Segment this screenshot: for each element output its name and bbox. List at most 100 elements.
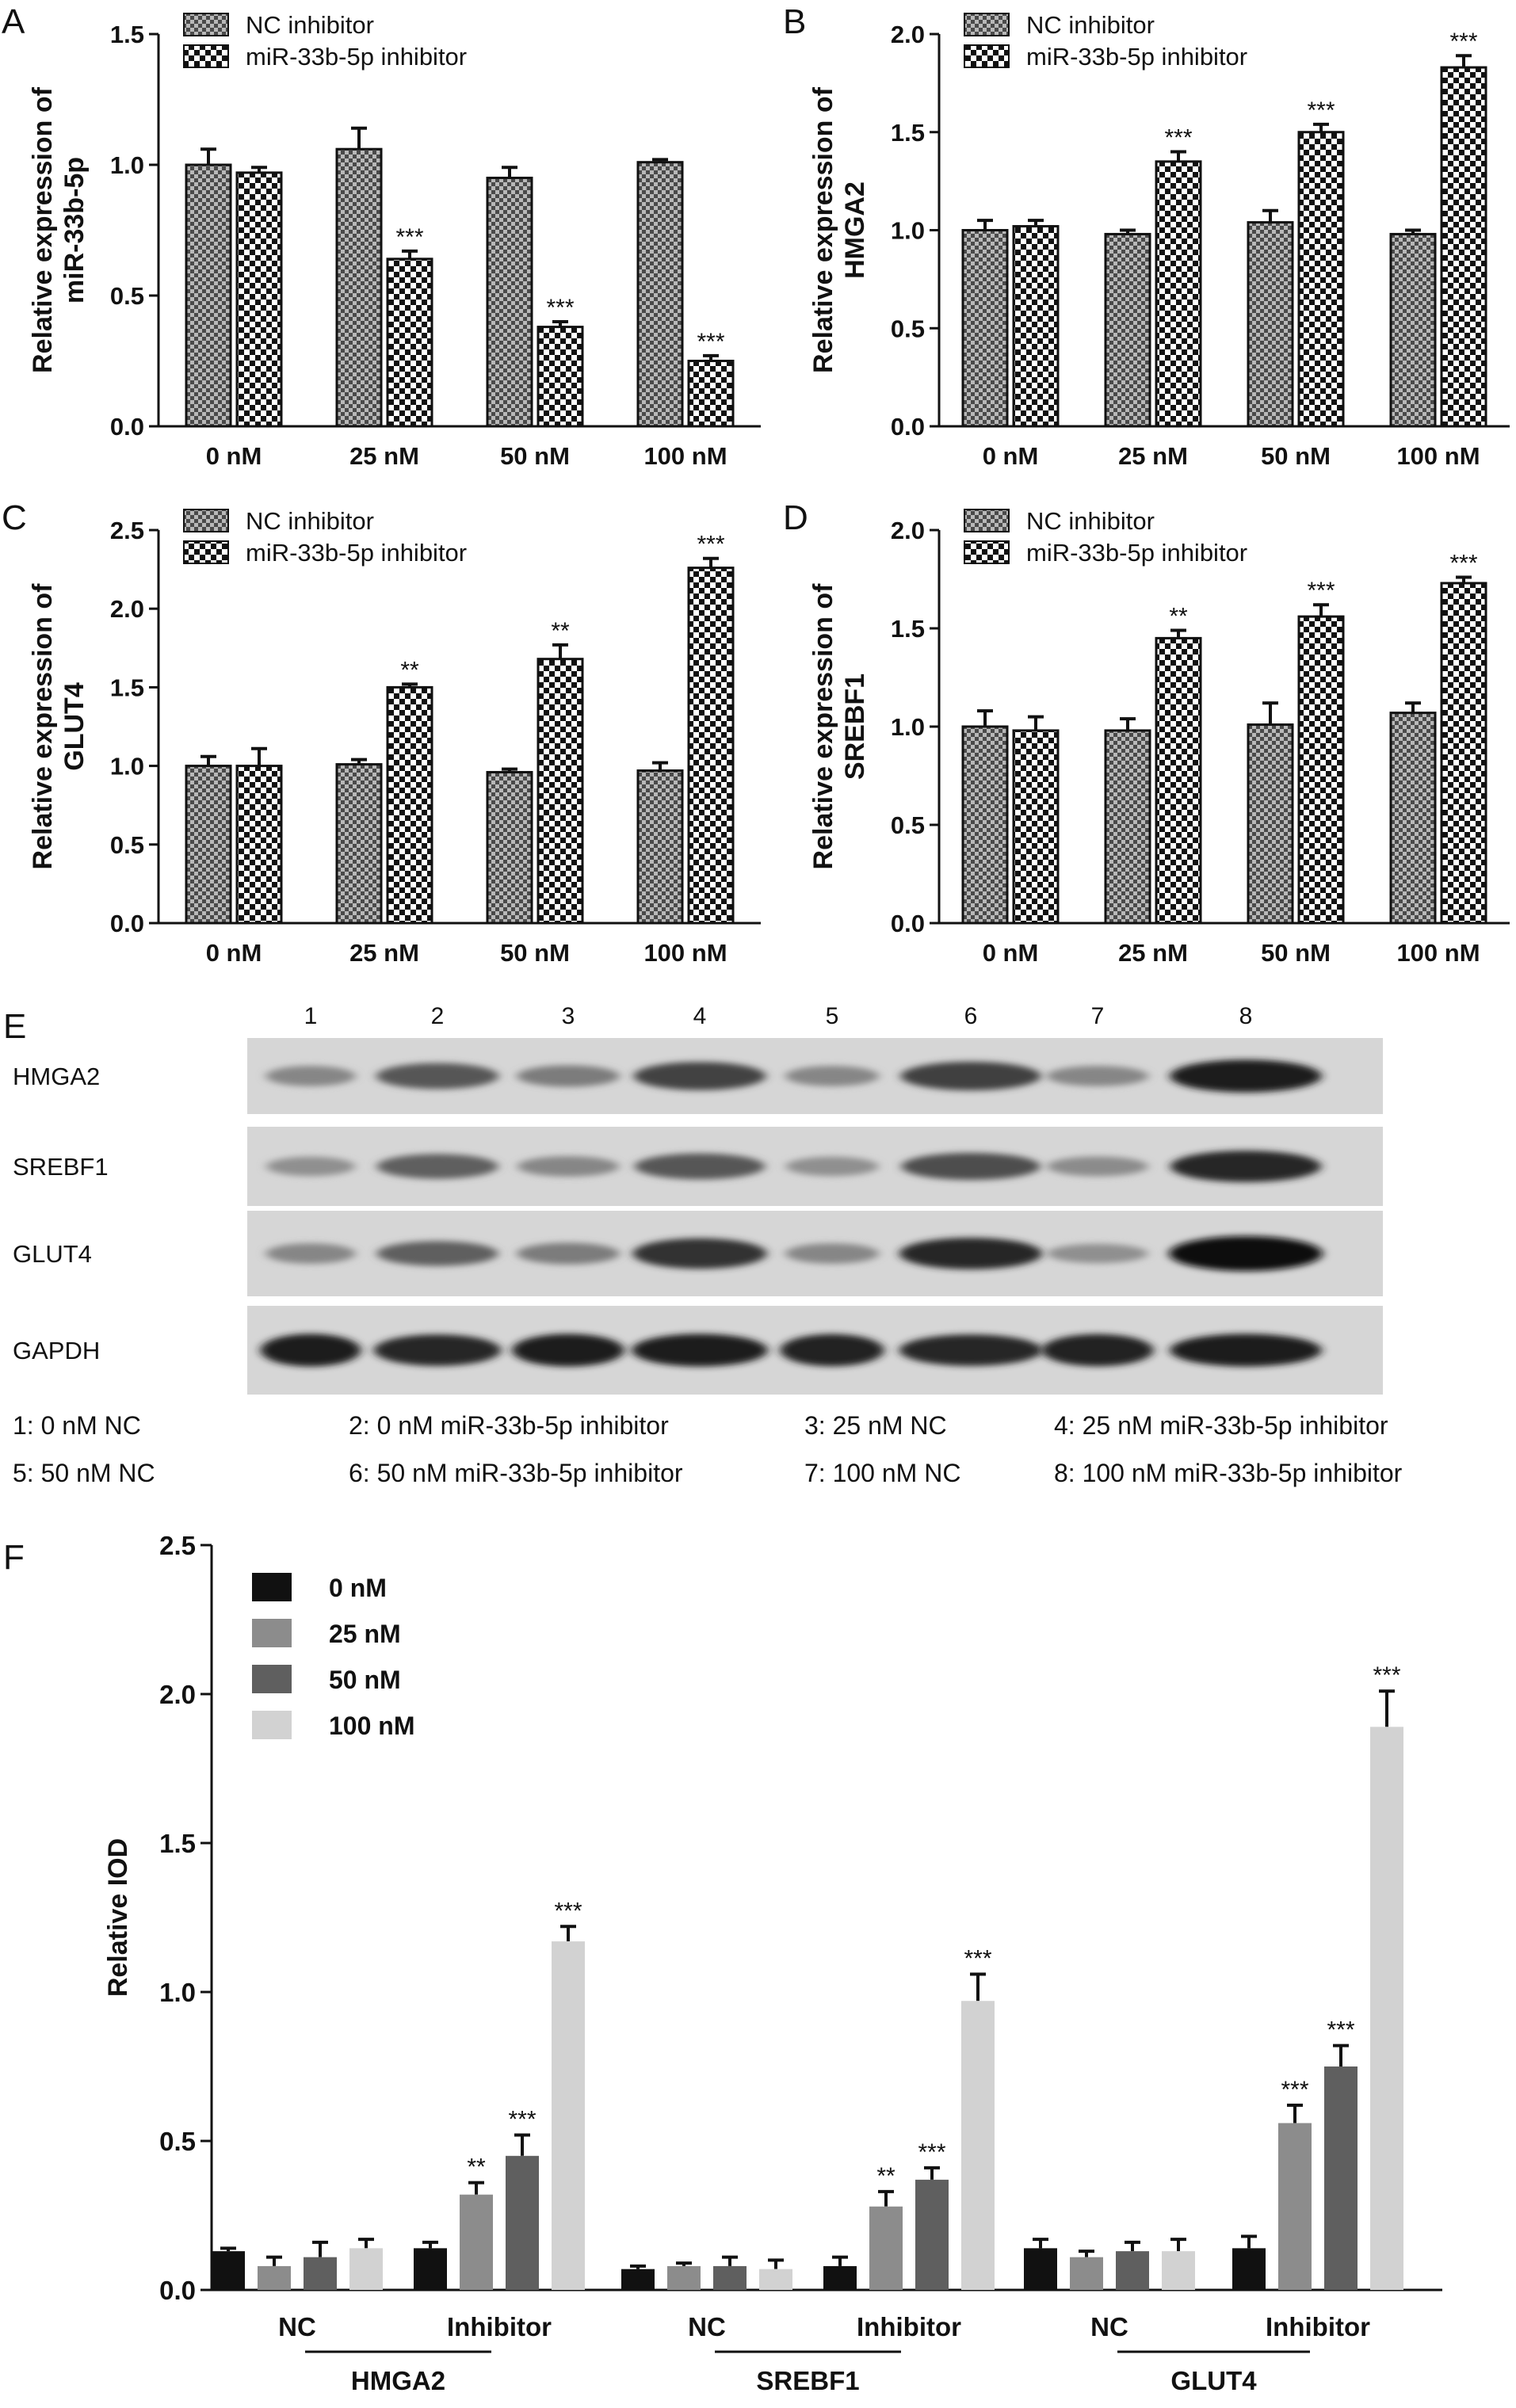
bar (506, 2155, 539, 2290)
bar (1232, 2248, 1266, 2290)
y-tick-label: 0.0 (159, 2276, 196, 2305)
significance-label: ** (876, 2163, 895, 2189)
bar (1370, 1727, 1403, 2290)
legend-swatch (964, 44, 1010, 68)
blot-band (1170, 1059, 1322, 1093)
blot-band (512, 1334, 624, 1367)
legend-swatch (183, 540, 229, 564)
lane-number: 1 (304, 1003, 318, 1029)
y-tick-label: 0.0 (110, 413, 144, 441)
legend-swatch (252, 1619, 292, 1647)
x-tick-label: 50 nM (1261, 939, 1331, 967)
legend-swatch (183, 13, 229, 36)
bar (687, 567, 735, 925)
blot-band (1169, 1236, 1323, 1271)
bar (414, 2248, 447, 2290)
bar (1389, 712, 1437, 925)
bar (1155, 636, 1202, 925)
lane-key-entry: 1: 0 nM NC (13, 1411, 141, 1440)
y-axis-label-line: Relative expression of (28, 86, 58, 373)
bar (537, 326, 584, 428)
bar (1247, 221, 1294, 428)
bar (1324, 2066, 1358, 2290)
bar (1247, 723, 1294, 925)
significance-label: ** (551, 618, 570, 644)
bar (258, 2265, 291, 2290)
legend-label: miR-33b-5p inhibitor (246, 43, 467, 71)
lane-key-entry: 5: 50 nM NC (13, 1459, 155, 1487)
y-tick-label: 0.5 (110, 831, 144, 859)
y-tick-label: 2.5 (159, 1531, 196, 1560)
legend-label: miR-33b-5p inhibitor (1026, 539, 1247, 567)
panel-letter-f: F (3, 1538, 25, 1577)
bar (759, 2269, 792, 2290)
lane-number: 5 (826, 1003, 839, 1029)
significance-label: *** (964, 1945, 991, 1971)
lane-number: 3 (562, 1003, 575, 1029)
blot-band (1047, 1243, 1148, 1264)
bar (1012, 225, 1060, 428)
bar (1389, 232, 1437, 428)
legend-label: NC inhibitor (246, 11, 374, 39)
y-axis-label-line: Relative expression of (808, 583, 838, 870)
bar (235, 765, 283, 925)
bar (1012, 729, 1060, 925)
blot-band (373, 1334, 502, 1366)
blot-band (785, 1066, 880, 1086)
significance-label: *** (1449, 29, 1477, 55)
lane-number: 7 (1091, 1003, 1105, 1029)
y-tick-label: 0.5 (110, 282, 144, 310)
y-axis-label: Relative IOD (103, 1838, 133, 1997)
bar (335, 763, 383, 925)
x-tick-label: 100 nM (1396, 442, 1480, 470)
y-tick-label: 0.5 (159, 2127, 196, 2156)
bar (1440, 66, 1487, 428)
y-axis-label-line: HMGA2 (840, 181, 870, 279)
y-tick-label: 0.0 (891, 910, 925, 937)
legend-label: NC inhibitor (246, 507, 374, 535)
bar (1162, 2251, 1195, 2290)
y-tick-label: 1.0 (891, 217, 925, 245)
x-tick-label: 0 nM (983, 939, 1039, 967)
significance-label: *** (1327, 2017, 1354, 2044)
panel-e-western-blot: 1 2 3 4 5 6 7 8 HMGA2 SREBF1 GLUT4 GAPDH 1: 0 nM NC 2… (13, 1003, 1403, 1487)
significance-label: *** (918, 2139, 945, 2166)
significance-label: ** (467, 2154, 486, 2181)
bar (304, 2257, 337, 2290)
blot-band (265, 1156, 356, 1177)
lane-number: 2 (431, 1003, 445, 1029)
blot-band (1170, 1334, 1322, 1367)
y-tick-label: 0.0 (891, 413, 925, 441)
bar (687, 360, 735, 428)
x-tick-label: 25 nM (349, 939, 419, 967)
panel-letter-d: D (783, 498, 808, 537)
y-tick-label: 1.0 (110, 753, 144, 780)
y-tick-label: 0.0 (110, 910, 144, 937)
blot-band (1046, 1066, 1149, 1086)
x-subgroup-label: Inhibitor (447, 2312, 552, 2341)
lane-number: 6 (964, 1003, 978, 1029)
y-axis-label-line: GLUT4 (59, 682, 90, 771)
significance-label: *** (508, 2106, 536, 2132)
significance-label: *** (1164, 125, 1192, 151)
bar (1278, 2123, 1312, 2290)
panel-c-chart: 0.0 0.5 1.0 1.5 2.0 2.5 Relative expression of… (28, 507, 761, 967)
blot-band (634, 1153, 766, 1180)
y-axis-label: Relative expression ofHMGA2 (808, 86, 870, 373)
legend-swatch (964, 13, 1010, 36)
y-axis-label: Relative expression ofSREBF1 (808, 583, 870, 870)
panel-letter-e: E (3, 1007, 26, 1046)
lane-key-entry: 3: 25 nM NC (804, 1411, 947, 1440)
blot-band (632, 1238, 767, 1269)
bar (1070, 2257, 1103, 2290)
significance-label: *** (1307, 97, 1335, 124)
x-tick-label: 0 nM (206, 442, 262, 470)
bar (1155, 160, 1202, 428)
blot-row-label: GAPDH (13, 1337, 100, 1364)
bar (552, 1941, 585, 2290)
bar (486, 771, 533, 925)
bar (386, 258, 433, 428)
blot-band (1047, 1156, 1148, 1177)
